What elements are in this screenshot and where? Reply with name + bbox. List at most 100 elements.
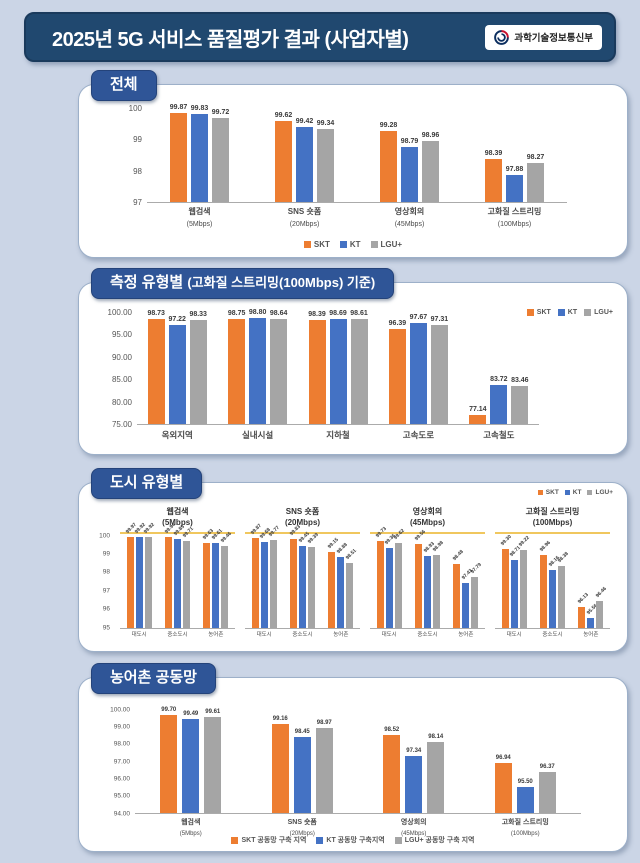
bar-lgu — [471, 576, 479, 628]
y-tick-label: 99 — [102, 550, 110, 558]
bar-lgu — [346, 563, 354, 628]
bar-value-label: 96.39 — [388, 320, 407, 328]
badge-rural-label: 농어촌 공동망 — [110, 669, 197, 686]
bar-skt — [539, 555, 547, 628]
y-tick-label: 90.00 — [111, 352, 132, 362]
bar-skt — [160, 715, 178, 813]
y-axis: 100 99 98 97 — [113, 105, 147, 207]
bar-kt — [329, 318, 347, 424]
legend-item: LGU+ — [587, 489, 613, 496]
bar-skt — [328, 551, 336, 628]
bar-value-label: 98.98 — [431, 539, 445, 553]
bar-value-label: 98.14 — [428, 733, 444, 740]
y-tick-label: 100 — [128, 104, 142, 113]
legend-item: LGU+ — [370, 240, 402, 249]
bar-value-label: 98.73 — [147, 309, 165, 317]
x-axis-label: 웹검색 (5Mbps) — [179, 819, 202, 838]
bar-skt — [578, 607, 586, 628]
bar-skt — [203, 542, 211, 628]
legend-rural-shared-network: SKT 공동망 구축 지역 KT 공동망 구축지역 LGU+ 공동망 구축 지역 — [79, 835, 627, 845]
legend-item: KT 공동망 구축지역 — [316, 835, 385, 845]
x-axis-label: 중소도시 — [167, 632, 188, 638]
bar-kt — [506, 174, 523, 202]
bar-kt — [462, 583, 470, 628]
badge-city-label: 도시 유형별 — [110, 474, 184, 491]
bar-lgu — [269, 540, 277, 628]
page-title: 2025년 5G 서비스 품질평가 결과 (사업자별) — [52, 28, 409, 51]
x-axis-label: 중소도시 — [417, 632, 438, 638]
category-group: 99.94 99.85 99.71 중소도시 — [158, 522, 196, 638]
chart-city-type: 100 99 98 97 96 95 웹검색 (5Mbps) 99.97 99.92 99.92 대도… — [89, 499, 615, 638]
plot-area: 98.73 97.22 98.33 옥외지역 98.75 98.80 98.64 실내시설 98… — [137, 309, 539, 440]
category-group: 99.16 98.45 98.97 SNS 숏폼 (20Mbps) — [247, 710, 359, 837]
legend-swatch — [564, 490, 570, 495]
bar-value-label: 99.72 — [211, 108, 230, 116]
bar-value-label: 98.27 — [526, 153, 545, 161]
y-tick-label: 98 — [102, 568, 110, 576]
subchart: 웹검색 (5Mbps) 99.97 99.92 99.92 대도시 99.94 99.85 99… — [120, 499, 235, 638]
legend-measurement-type: SKT KT LGU+ — [526, 309, 613, 316]
category-group: 77.14 83.72 83.46 고속철도 — [459, 313, 539, 440]
category-group: 99.30 98.71 99.22 대도시 — [495, 534, 533, 638]
y-tick-label: 97.00 — [113, 757, 130, 765]
bar-kt — [135, 537, 143, 628]
panel-city-type: 도시 유형별 100 99 98 97 96 95 웹검색 (5Mbps) 99.97 99.92… — [78, 468, 628, 652]
bar-lgu — [427, 741, 445, 813]
legend-swatch — [557, 309, 565, 316]
bar-value-label: 97.67 — [409, 314, 428, 322]
bar-value-label: 99.16 — [272, 716, 288, 723]
y-tick-label: 99 — [133, 135, 142, 145]
bar-value-label: 98.96 — [421, 132, 440, 140]
x-axis-label: 웹검색 (5Mbps) — [186, 207, 213, 229]
bar-kt — [405, 755, 423, 813]
legend-swatch — [231, 836, 239, 844]
bar-kt — [168, 325, 186, 424]
category-group: 99.62 99.42 99.34 SNS 숏폼 (20Mbps) — [252, 109, 357, 229]
y-tick-label: 96 — [102, 605, 110, 613]
subchart-title: 영상회의 (45Mbps) — [370, 499, 485, 534]
bar-lgu — [596, 601, 604, 628]
bar-skt — [383, 735, 401, 813]
bar-lgu — [182, 541, 190, 628]
bar-value-label: 99.28 — [379, 122, 398, 130]
plot-area: 99.30 98.71 99.22 대도시 98.96 98.16 98.38 중소도시 96.… — [495, 534, 610, 638]
bar-value-label: 98.52 — [384, 727, 400, 734]
legend-item: SKT 공동망 구축 지역 — [231, 835, 306, 845]
bar-kt — [548, 569, 556, 628]
badge-type-sub-label: (고화질 스트리밍(100Mbps) 기준) — [187, 275, 376, 290]
legend-item: SKT — [303, 240, 330, 249]
legend-item: SKT — [537, 489, 559, 496]
bar-kt — [260, 541, 268, 628]
bar-lgu — [270, 319, 288, 424]
bar-value-label: 97.79 — [469, 561, 483, 575]
category-group: 98.48 97.43 97.79 농어촌 — [447, 536, 485, 638]
x-axis-label: 영상회의 (45Mbps) — [394, 207, 425, 229]
badge-rural-shared-network: 농어촌 공동망 — [91, 663, 216, 694]
bar-skt — [275, 120, 292, 202]
bar-lgu — [511, 386, 529, 424]
bar-value-label: 99.70 — [161, 707, 177, 714]
bar-lgu — [432, 554, 440, 628]
category-group: 98.96 98.16 98.38 중소도시 — [533, 536, 571, 638]
category-group: 99.15 98.88 98.51 농어촌 — [322, 536, 360, 638]
x-axis-label: 대도시 — [506, 632, 522, 638]
x-axis-label: 지하철 — [326, 430, 350, 440]
y-tick-label: 98 — [133, 166, 142, 176]
bar-value-label: 98.45 — [294, 728, 310, 735]
bar-value-label: 96.37 — [539, 764, 555, 771]
bar-skt — [485, 158, 502, 202]
bar-kt — [173, 538, 181, 628]
bar-kt — [401, 146, 418, 202]
subchart-title: 고화질 스트리밍 (100Mbps) — [495, 499, 610, 534]
legend-swatch — [303, 241, 311, 248]
bar-skt — [453, 563, 461, 628]
legend-item: SKT — [526, 309, 551, 316]
chart-overall: 100 99 98 97 99.87 99.83 99.72 웹검색 (5Mbps) 99.62 9… — [113, 104, 567, 229]
bar-lgu — [221, 545, 229, 628]
bar-lgu — [307, 547, 315, 628]
bar-skt — [388, 329, 406, 424]
y-tick-label: 97 — [133, 198, 142, 207]
bar-value-label: 98.39 — [308, 311, 326, 319]
y-tick-label: 96.00 — [113, 775, 130, 783]
legend-swatch — [537, 490, 543, 495]
